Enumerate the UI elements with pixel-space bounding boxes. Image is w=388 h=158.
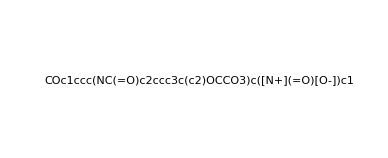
Text: COc1ccc(NC(=O)c2ccc3c(c2)OCCO3)c([N+](=O)[O-])c1: COc1ccc(NC(=O)c2ccc3c(c2)OCCO3)c([N+](=O… <box>44 75 354 85</box>
